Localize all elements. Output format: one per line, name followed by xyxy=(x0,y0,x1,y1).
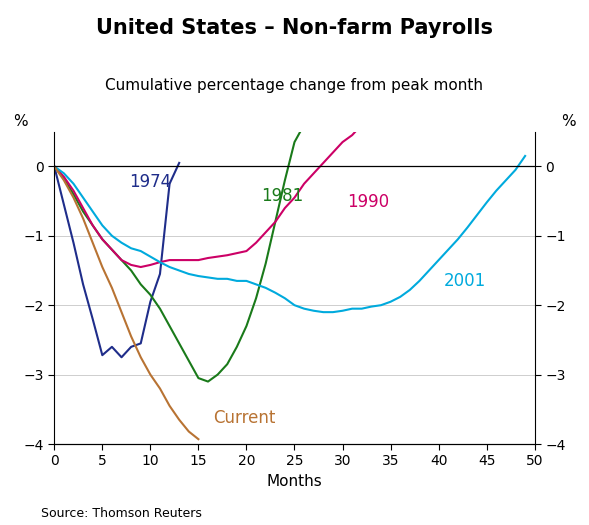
Text: 1974: 1974 xyxy=(129,173,171,191)
Text: 2001: 2001 xyxy=(444,272,486,290)
Text: Current: Current xyxy=(213,408,275,427)
Text: United States – Non-farm Payrolls: United States – Non-farm Payrolls xyxy=(96,18,493,38)
Text: 1990: 1990 xyxy=(348,194,389,212)
Text: %: % xyxy=(14,113,28,129)
Text: %: % xyxy=(561,113,575,129)
X-axis label: Months: Months xyxy=(267,474,322,489)
Text: Source: Thomson Reuters: Source: Thomson Reuters xyxy=(41,507,202,520)
Text: 1981: 1981 xyxy=(261,186,303,205)
Title: Cumulative percentage change from peak month: Cumulative percentage change from peak m… xyxy=(105,78,484,93)
